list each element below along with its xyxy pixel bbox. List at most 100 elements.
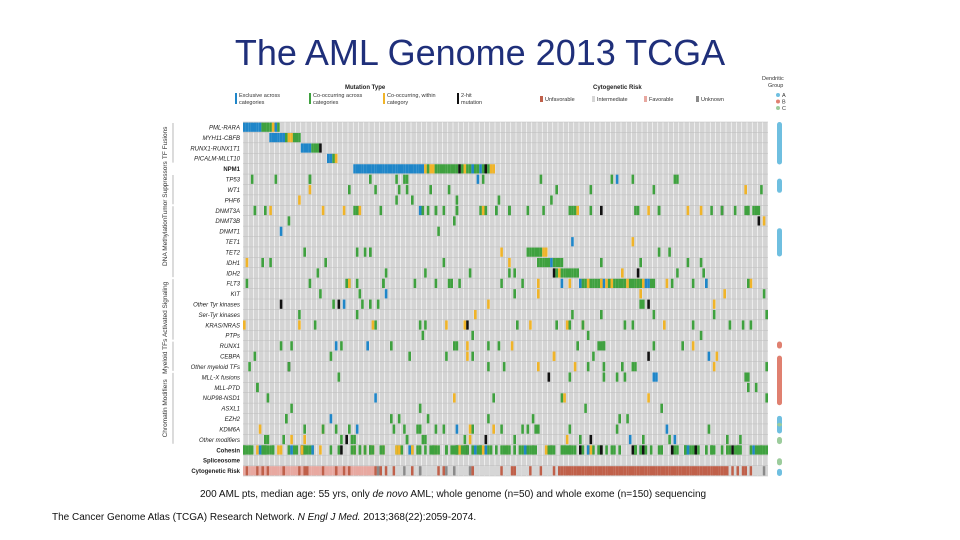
cytogenetic-risk-cell [369,466,372,476]
mutation-cell [274,174,278,184]
mutation-cell [432,164,435,174]
mutation-cell [424,434,427,445]
mutation-cell [618,445,621,455]
cytogenetic-risk-cell [531,466,535,476]
mutation-cell [319,143,322,153]
mutation-cell [560,268,564,278]
legend-group-label: C [782,106,786,112]
mutation-cell [621,278,624,288]
mutation-cell [558,257,561,268]
mutation-cell [287,445,291,455]
mutation-cell [560,257,564,268]
mutation-cell [489,164,493,174]
mutation-cell [539,247,543,257]
cytogenetic-risk-cell [295,466,299,476]
mutation-cell [652,185,656,195]
mutation-cell [642,299,645,309]
mutation-cell [442,164,446,174]
mutation-cell [468,164,472,174]
mutation-cell [274,133,278,143]
mutation-cell [324,257,327,268]
mutation-cell [250,445,254,455]
cytogenetic-risk-cell [657,466,661,476]
cytogenetic-risk-cell [466,466,469,476]
mutation-cell [342,299,346,309]
mutation-cell [400,445,404,455]
mutation-cell [274,122,278,132]
mutation-cell [321,424,325,434]
cytogenetic-risk-cell [463,466,467,476]
mutation-cell [623,372,627,382]
cytogenetic-risk-cell [526,466,530,476]
cytogenetic-risk-cell [279,466,283,476]
mutation-cell [426,205,430,216]
mutation-cell [581,320,585,330]
mutation-cell [466,351,469,361]
cytogenetic-risk-cell [754,466,758,476]
mutation-cell [271,122,275,132]
dendritic-group-segment [777,458,782,466]
mutation-cell [657,445,661,455]
mutation-cell [754,445,758,455]
cytogenetic-risk-cell [253,466,257,476]
mutation-cell [334,341,338,351]
cytogenetic-risk-cell [731,466,734,476]
cytogenetic-risk-cell [424,466,427,476]
mutation-cell [576,341,579,351]
mutation-cell [253,351,257,361]
legend-mutation-label: 2-hit mutation [461,93,482,106]
mutation-cell [757,216,761,226]
cytogenetic-risk-cell [547,466,551,476]
cytogenetic-risk-cell [434,466,438,476]
cytogenetic-risk-cell [450,466,453,476]
mutation-cell [290,341,293,351]
mutation-cell [547,257,551,268]
mutation-cell [589,445,593,455]
legend-swatch [383,93,385,104]
dendritic-group-segment [777,341,782,349]
mutation-cell [416,445,419,455]
mutation-cell [610,445,614,455]
mutation-cell [586,445,590,455]
mutation-cell [691,278,695,288]
mutation-cell [279,299,283,309]
mutation-cell [345,434,348,445]
mutation-cell [652,341,656,351]
cytogenetic-risk-cell [710,466,713,476]
mutation-cell [623,278,627,288]
mutation-cell [453,341,456,351]
mutation-cell [418,205,422,216]
cytogenetic-risk-cell [274,466,278,476]
mutation-cell [631,320,635,330]
mutation-cell [290,445,293,455]
mutation-cell [316,143,320,153]
mutation-cell [295,133,299,143]
mutation-cell [285,414,288,424]
mutation-cell [728,445,732,455]
mutation-cell [613,278,616,288]
mutation-cell [526,445,530,455]
mutation-cell [757,205,761,216]
mutation-cell [292,445,296,455]
mutation-cell [563,393,566,403]
mutation-cell [481,164,485,174]
mutation-cell [710,205,713,216]
cytogenetic-risk-cell [518,466,522,476]
mutation-cell [712,362,716,372]
mutation-cell [366,341,369,351]
mutation-cell [287,133,291,143]
mutation-cell [437,164,440,174]
mutation-cell [348,278,351,288]
cytogenetic-risk-cell [655,466,658,476]
mutation-cell [460,445,464,455]
mutation-cell [474,445,477,455]
cytogenetic-risk-cell [345,466,348,476]
cytogenetic-risk-cell [670,466,674,476]
mutation-cell [332,153,335,164]
mutation-cell [500,247,503,257]
mutation-cell [256,382,259,393]
mutation-cell [539,257,543,268]
mutation-cell [442,205,446,216]
row-label: TET1 [225,240,240,246]
mutation-cell [642,445,645,455]
